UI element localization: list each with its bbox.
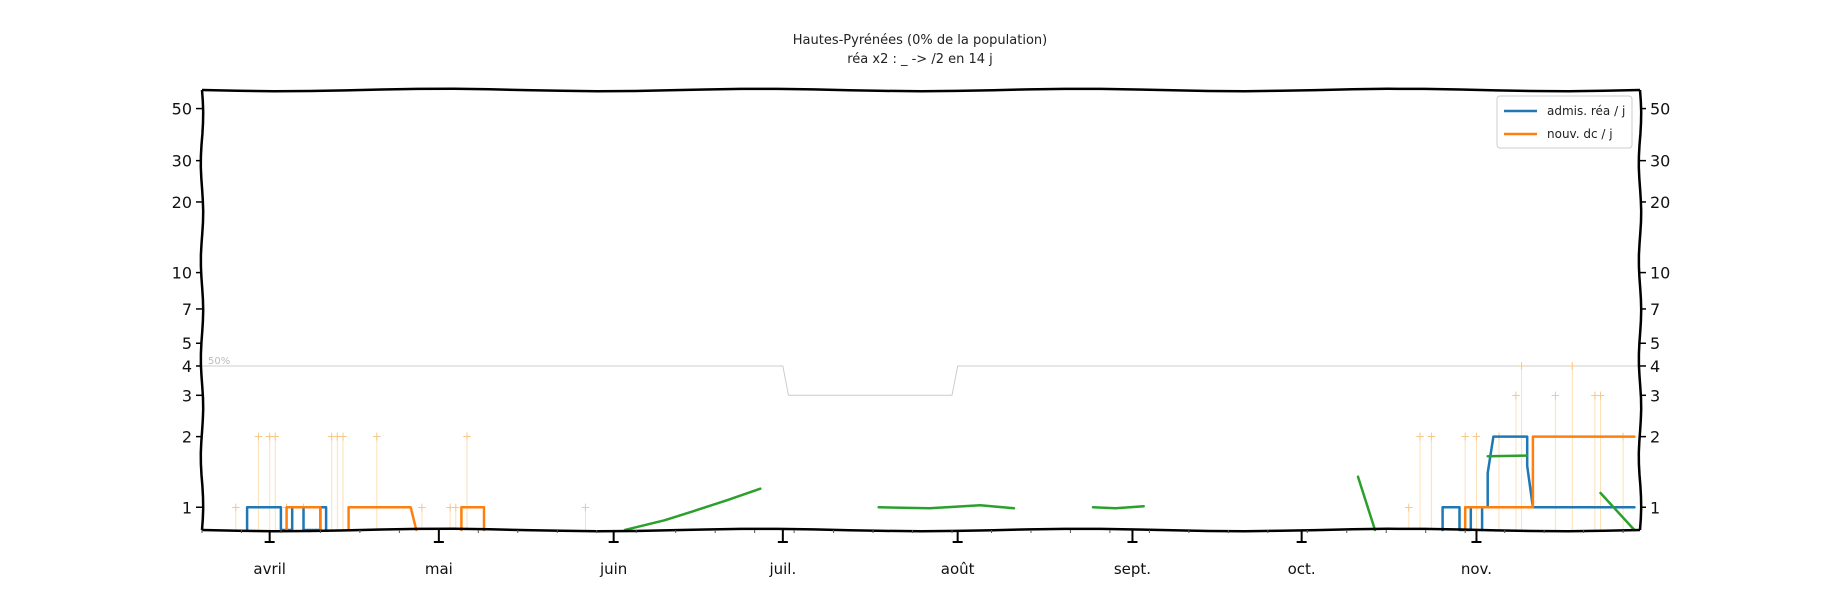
y-tick-label-left: 2 (182, 428, 192, 447)
x-tick-label: avril (253, 560, 286, 578)
marker-point: + (462, 430, 472, 444)
axis-right (1637, 89, 1643, 531)
y-tick-label-right: 4 (1650, 357, 1660, 376)
y-tick-label-right: 20 (1650, 193, 1670, 212)
y-tick-label-right: 5 (1650, 334, 1660, 353)
y-tick-label-left: 7 (182, 300, 192, 319)
axis-left (199, 89, 205, 531)
x-tick-label: oct. (1288, 560, 1316, 578)
marker-point: + (338, 430, 348, 444)
y-tick-label-left: 4 (182, 357, 192, 376)
reference-label: 50% (208, 356, 230, 367)
plot-area: 50%++ +++ ++++ ++ ++++ ++ + + + ++++++++1 12 23 34 45… (172, 87, 1670, 578)
marker-point: + (372, 430, 382, 444)
y-tick-label-left: 1 (182, 498, 192, 517)
series-line-0 (245, 435, 1636, 532)
marker-point: + (1595, 388, 1605, 402)
y-tick-label-left: 3 (182, 386, 192, 405)
y-tick-label-right: 50 (1650, 100, 1670, 119)
marker-point: + (1471, 430, 1481, 444)
chart-subtitle: réa x2 : _ -> /2 en 14 j (847, 52, 993, 67)
x-tick-label: nov. (1461, 560, 1492, 578)
marker-point: + (445, 500, 455, 514)
y-tick-label-right: 1 (1650, 498, 1660, 517)
chart-title: Hautes-Pyrénées (0% de la population) (793, 33, 1047, 48)
marker-point: + (1590, 388, 1600, 402)
marker-point: + (580, 500, 590, 514)
marker-point: + (253, 430, 263, 444)
y-tick-label-right: 3 (1650, 386, 1660, 405)
marker-point: + (1517, 359, 1527, 373)
marker-point: + (332, 430, 342, 444)
marker-point: + (231, 500, 241, 514)
series-line-1 (285, 435, 1636, 532)
legend-label-admissions: admis. réa / j (1547, 104, 1625, 118)
y-tick-label-right: 30 (1650, 152, 1670, 171)
y-tick-label-right: 10 (1650, 264, 1670, 283)
marker-point: + (327, 430, 337, 444)
x-tick-label: mai (425, 560, 453, 578)
y-tick-label-left: 30 (172, 152, 192, 171)
x-tick-label: juil. (768, 560, 796, 578)
y-tick-label-left: 50 (172, 100, 192, 119)
marker-point: + (417, 500, 427, 514)
legend-label-deaths: nouv. dc / j (1547, 127, 1613, 141)
series-line-2 (623, 454, 1636, 532)
x-tick-label: juin (599, 560, 627, 578)
axis-bottom (201, 527, 1641, 533)
marker-point: + (451, 500, 461, 514)
marker-point: + (1511, 388, 1521, 402)
reference-line (202, 365, 1640, 396)
marker-point: + (1567, 359, 1577, 373)
y-tick-label-right: 7 (1650, 300, 1660, 319)
marker-point: + (1550, 388, 1560, 402)
marker-point: + (1404, 500, 1414, 514)
x-tick-label: août (941, 560, 975, 578)
y-tick-label-right: 2 (1650, 428, 1660, 447)
marker-point: + (270, 430, 280, 444)
marker-point: + (1460, 430, 1470, 444)
legend: admis. réa / j nouv. dc / j (1496, 95, 1633, 149)
y-tick-label-left: 5 (182, 334, 192, 353)
axis-top (201, 87, 1641, 93)
marker-point: + (265, 430, 275, 444)
x-tick-label: sept. (1114, 560, 1151, 578)
y-tick-label-left: 20 (172, 193, 192, 212)
marker-point: + (1415, 430, 1425, 444)
y-tick-label-left: 10 (172, 264, 192, 283)
marker-point: + (1426, 430, 1436, 444)
